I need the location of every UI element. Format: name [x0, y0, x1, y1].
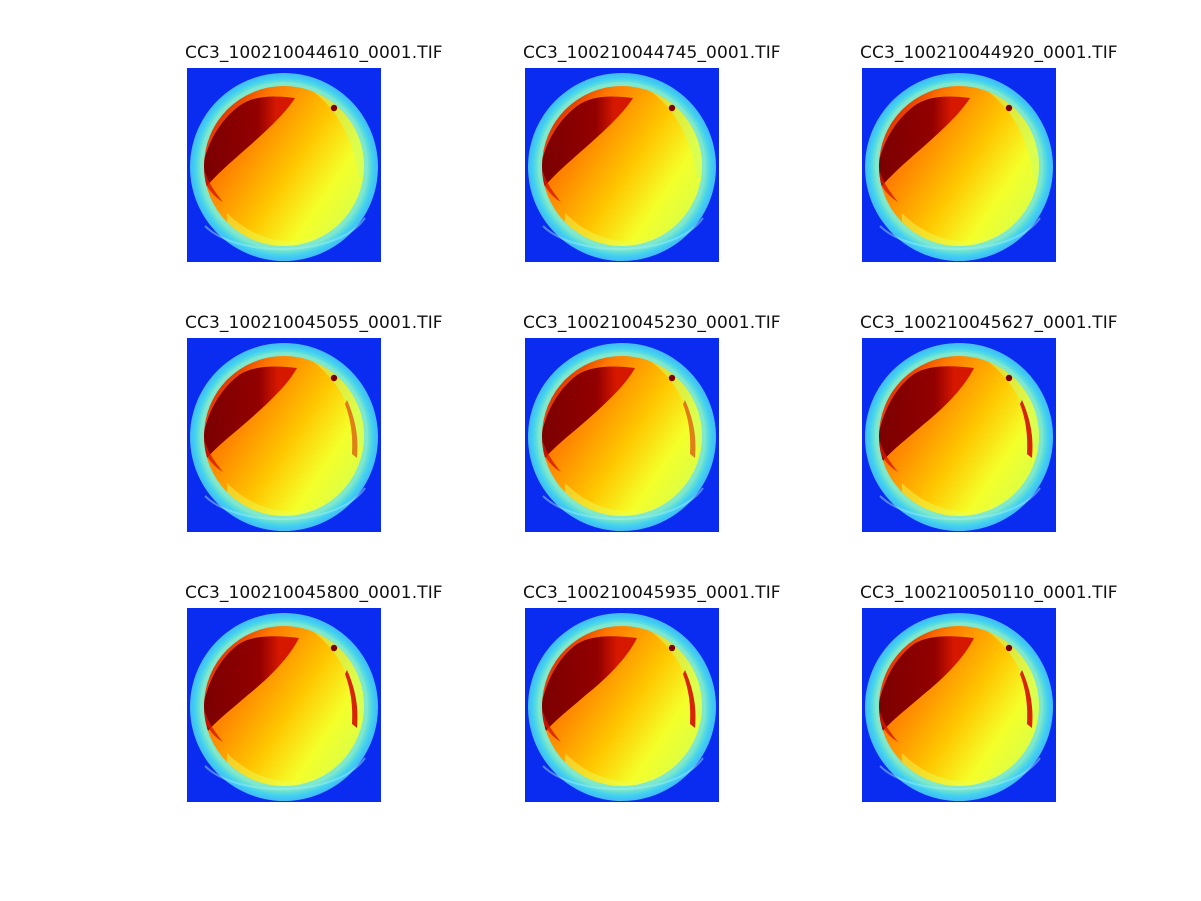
sky-camera-image	[862, 68, 1056, 262]
subplot-panel: CC3_100210045230_0001.TIF	[523, 313, 781, 532]
subplot-panel: CC3_100210044745_0001.TIF	[523, 43, 781, 262]
subplot-panel: CC3_100210050110_0001.TIF	[860, 583, 1118, 802]
subplot-title: CC3_100210045627_0001.TIF	[860, 313, 1118, 333]
subplot-title: CC3_100210045800_0001.TIF	[185, 583, 443, 603]
sky-camera-image	[525, 608, 719, 802]
sky-camera-image	[525, 338, 719, 532]
subplot-title: CC3_100210045230_0001.TIF	[523, 313, 781, 333]
subplot-panel: CC3_100210044610_0001.TIF	[185, 43, 443, 262]
sky-camera-image	[525, 68, 719, 262]
subplot-title: CC3_100210044610_0001.TIF	[185, 43, 443, 63]
subplot-title: CC3_100210045055_0001.TIF	[185, 313, 443, 333]
sky-camera-image	[862, 338, 1056, 532]
subplot-panel: CC3_100210044920_0001.TIF	[860, 43, 1118, 262]
sky-camera-image	[187, 68, 381, 262]
subplot-panel: CC3_100210045055_0001.TIF	[185, 313, 443, 532]
sky-camera-image	[187, 338, 381, 532]
sky-camera-image	[862, 608, 1056, 802]
subplot-title: CC3_100210044745_0001.TIF	[523, 43, 781, 63]
subplot-title: CC3_100210044920_0001.TIF	[860, 43, 1118, 63]
subplot-title: CC3_100210045935_0001.TIF	[523, 583, 781, 603]
subplot-panel: CC3_100210045627_0001.TIF	[860, 313, 1118, 532]
subplot-panel: CC3_100210045800_0001.TIF	[185, 583, 443, 802]
subplot-title: CC3_100210050110_0001.TIF	[860, 583, 1118, 603]
subplot-panel: CC3_100210045935_0001.TIF	[523, 583, 781, 802]
sky-camera-image	[187, 608, 381, 802]
